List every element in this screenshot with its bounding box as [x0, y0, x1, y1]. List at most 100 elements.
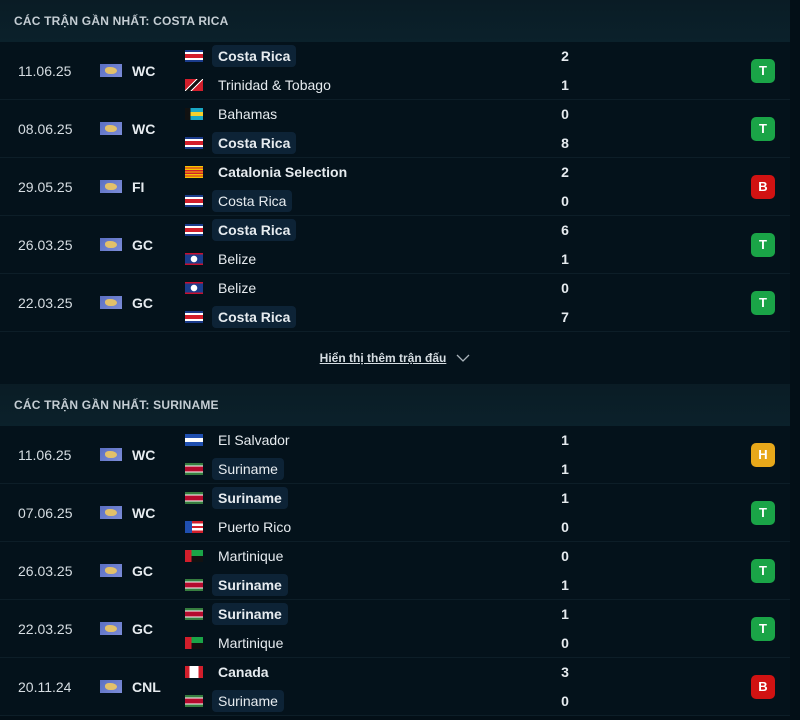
result-badge: B [751, 174, 775, 199]
away-score: 0 [561, 635, 569, 651]
catalonia-flag-icon [185, 166, 203, 178]
world-map-icon [100, 238, 122, 251]
team-home[interactable]: Belize [185, 276, 485, 300]
match-row[interactable]: 11.06.25 WC El Salvador Suriname 1 1 H [0, 426, 790, 484]
costa-rica-flag-icon [185, 224, 203, 236]
canada-flag-icon [185, 666, 203, 678]
puerto-rico-flag-icon [185, 521, 203, 533]
team-away[interactable]: Costa Rica [185, 131, 485, 155]
home-score: 0 [561, 106, 569, 122]
costa-rica-flag-icon [185, 137, 203, 149]
section-title: CÁC TRẬN GẦN NHẤT: SURINAME [0, 384, 790, 426]
costa-rica-flag-icon [185, 311, 203, 323]
match-date: 20.11.24 [18, 678, 72, 695]
team-name: Puerto Rico [218, 519, 292, 535]
match-row[interactable]: 22.03.25 GC Suriname Martinique 1 0 T [0, 600, 790, 658]
match-date: 08.06.25 [18, 120, 73, 137]
competition: GC [100, 237, 185, 253]
belize-flag-icon [185, 253, 203, 265]
team-away[interactable]: Costa Rica [185, 189, 485, 213]
competition: GC [100, 295, 185, 311]
team-name: Belize [218, 280, 257, 296]
team-away[interactable]: Trinidad & Tobago [185, 73, 485, 97]
team-home[interactable]: Martinique [185, 544, 485, 568]
away-score: 1 [561, 577, 569, 593]
result-badge: T [751, 58, 775, 83]
team-home[interactable]: Costa Rica [185, 44, 485, 68]
competition-code: CNL [132, 678, 161, 695]
team-name: Bahamas [218, 106, 278, 122]
team-home[interactable]: El Salvador [185, 428, 485, 452]
team-home[interactable]: Bahamas [185, 102, 485, 126]
chevron-down-icon [456, 354, 470, 362]
team-name: Suriname [212, 487, 288, 509]
match-row[interactable]: 22.03.25 GC Belize Costa Rica 0 7 T [0, 274, 790, 332]
team-name: El Salvador [218, 432, 290, 448]
team-name: Costa Rica [212, 219, 297, 241]
belize-flag-icon [185, 282, 203, 294]
competition-code: GC [132, 620, 153, 637]
world-map-icon [100, 64, 122, 77]
team-home[interactable]: Catalonia Selection [185, 160, 485, 184]
team-name: Catalonia Selection [218, 164, 348, 180]
match-row[interactable]: 29.05.25 FI Catalonia Selection Costa Ri… [0, 158, 790, 216]
team-away[interactable]: Belize [185, 247, 485, 271]
team-away[interactable]: Puerto Rico [185, 515, 485, 539]
suriname-flag-icon [185, 608, 203, 620]
world-map-icon [100, 448, 122, 461]
competition-code: WC [132, 120, 156, 137]
team-away[interactable]: Suriname [185, 573, 485, 597]
result-badge: H [751, 442, 775, 467]
away-score: 0 [561, 193, 569, 209]
competition: GC [100, 563, 185, 579]
team-name: Costa Rica [212, 45, 297, 67]
match-row[interactable]: 08.06.25 WC Bahamas Costa Rica 0 8 T [0, 100, 790, 158]
away-score: 7 [561, 309, 569, 325]
section-title: CÁC TRẬN GẦN NHẤT: COSTA RICA [0, 0, 790, 42]
team-name: Trinidad & Tobago [218, 77, 331, 93]
team-name: Martinique [218, 548, 284, 564]
home-score: 1 [561, 432, 569, 448]
team-away[interactable]: Costa Rica [185, 305, 485, 329]
match-row[interactable]: 07.06.25 WC Suriname Puerto Rico 1 0 T [0, 484, 790, 542]
match-row[interactable]: 11.06.25 WC Costa Rica Trinidad & Tobago… [0, 42, 790, 100]
match-date: 29.05.25 [18, 178, 73, 195]
world-map-icon [100, 622, 122, 635]
martinique-flag-icon [185, 550, 203, 562]
team-home[interactable]: Costa Rica [185, 218, 485, 242]
team-away[interactable]: Suriname [185, 457, 485, 481]
world-map-icon [100, 296, 122, 309]
team-name: Suriname [212, 690, 284, 712]
result-badge: T [751, 558, 775, 583]
home-score: 3 [561, 664, 569, 680]
suriname-flag-icon [185, 492, 203, 504]
section-recent-matches: CÁC TRẬN GẦN NHẤT: COSTA RICA 11.06.25 W… [0, 0, 790, 384]
match-row[interactable]: 26.03.25 GC Costa Rica Belize 6 1 T [0, 216, 790, 274]
away-score: 0 [561, 519, 569, 535]
world-map-icon [100, 564, 122, 577]
match-date: 26.03.25 [18, 236, 73, 253]
match-row[interactable]: 26.03.25 GC Martinique Suriname 0 1 T [0, 542, 790, 600]
match-row[interactable]: 20.11.24 CNL Canada Suriname 3 0 B [0, 658, 790, 716]
show-more-matches-link[interactable]: Hiển thị thêm trận đấu [0, 332, 790, 384]
team-name: Belize [218, 251, 257, 267]
home-score: 1 [561, 490, 569, 506]
away-score: 0 [561, 693, 569, 709]
team-away[interactable]: Martinique [185, 631, 485, 655]
team-away[interactable]: Suriname [185, 689, 485, 713]
suriname-flag-icon [185, 463, 203, 475]
team-home[interactable]: Canada [185, 660, 485, 684]
trinidad-flag-icon [185, 79, 203, 91]
suriname-flag-icon [185, 579, 203, 591]
team-home[interactable]: Suriname [185, 602, 485, 626]
world-map-icon [100, 506, 122, 519]
competition-code: WC [132, 504, 156, 521]
match-date: 07.06.25 [18, 504, 73, 521]
team-name: Costa Rica [212, 190, 293, 212]
team-home[interactable]: Suriname [185, 486, 485, 510]
match-date: 22.03.25 [18, 294, 73, 311]
match-date: 11.06.25 [18, 62, 72, 79]
world-map-icon [100, 680, 122, 693]
result-badge: T [751, 616, 775, 641]
